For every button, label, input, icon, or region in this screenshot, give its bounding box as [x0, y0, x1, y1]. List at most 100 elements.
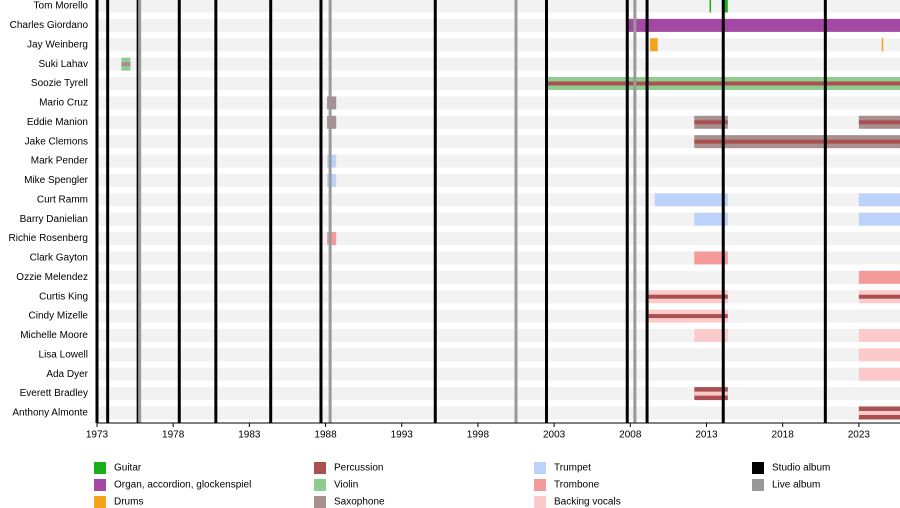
bars [121, 0, 900, 420]
legend-swatch [314, 496, 326, 508]
member-bar [709, 0, 712, 13]
row-band [97, 38, 900, 52]
x-tick-label: 1978 [162, 430, 185, 441]
row-band [97, 212, 900, 226]
legend-label: Violin [334, 480, 358, 491]
row-band [97, 406, 900, 420]
member-bar [694, 251, 728, 265]
legend-label: Trombone [554, 480, 600, 491]
member-name: Lisa Lowell [39, 349, 88, 360]
member-name: Eddie Manion [27, 117, 88, 128]
row-band [97, 290, 900, 304]
member-bar-stripe [858, 410, 900, 415]
member-bar [327, 232, 337, 246]
row-band [97, 309, 900, 323]
member-bar-stripe [694, 139, 900, 144]
member-bar-stripe [121, 62, 131, 67]
member-name: Charles Giordano [10, 20, 89, 31]
member-bar [723, 0, 728, 13]
member-name: Tom Morello [34, 1, 89, 12]
row-band [97, 193, 900, 207]
member-name: Richie Rosenberg [9, 233, 89, 244]
legend-swatch [94, 462, 106, 474]
legend-swatch [534, 496, 546, 508]
row-band [97, 232, 900, 246]
member-bar [858, 367, 900, 381]
member-bar-stripe [694, 391, 728, 396]
member-name: Everett Bradley [20, 388, 88, 399]
legend-label: Studio album [772, 463, 830, 474]
member-name: Mario Cruz [39, 98, 88, 109]
legend-swatch [752, 479, 764, 491]
member-name: Clark Gayton [30, 253, 88, 264]
member-bar [327, 115, 337, 129]
legend-label: Trumpet [554, 463, 591, 474]
member-bar [650, 38, 658, 52]
row-band [97, 387, 900, 401]
x-tick-label: 1988 [314, 430, 337, 441]
member-bar-stripe [858, 120, 900, 125]
member-name: Cindy Mizelle [29, 311, 89, 322]
member-bar [694, 328, 728, 342]
member-bar [694, 212, 728, 226]
x-tick-label: 2008 [619, 430, 642, 441]
x-tick-label: 1983 [238, 430, 261, 441]
legend-label: Live album [772, 480, 820, 491]
member-name: Curtis King [39, 291, 88, 302]
legend-swatch [94, 496, 106, 508]
legend-label: Guitar [114, 463, 142, 474]
member-name: Suki Lahav [39, 59, 88, 70]
member-bar [858, 270, 900, 284]
legend-label: Backing vocals [554, 497, 621, 508]
row-band [97, 115, 900, 129]
member-name: Mike Spengler [24, 175, 89, 186]
member-name: Jay Weinberg [27, 39, 88, 50]
row-band [97, 348, 900, 362]
member-name: Mark Pender [31, 156, 89, 167]
rows: Tom Morello Charles Giordano Jay Weinberg S… [9, 0, 900, 420]
member-name: Anthony Almonte [12, 408, 88, 419]
row-band [97, 367, 900, 381]
row-band [97, 173, 900, 187]
member-bar-stripe [648, 314, 728, 319]
x-tick-label: 2023 [848, 430, 871, 441]
member-bar [858, 212, 900, 226]
x-tick-label: 2003 [543, 430, 566, 441]
member-name: Ozzie Melendez [16, 272, 88, 283]
row-band [97, 0, 900, 13]
x-axis: 1973 1978 1983 1988 1993 1998 2003 2008 2013 2018… [86, 422, 900, 441]
member-bar [327, 154, 337, 168]
row-band [97, 270, 900, 284]
x-tick-label: 2018 [772, 430, 795, 441]
x-tick-label: 2013 [695, 430, 718, 441]
member-name: Barry Danielian [20, 214, 88, 225]
member-bar [858, 348, 900, 362]
member-bar [327, 96, 337, 110]
member-name: Soozie Tyrell [31, 78, 88, 89]
legend-label: Percussion [334, 463, 383, 474]
legend-label: Drums [114, 497, 143, 508]
member-bar [627, 18, 900, 32]
member-bar [881, 38, 884, 52]
member-bar [858, 193, 900, 207]
legend-swatch [534, 479, 546, 491]
album-lines [95, 0, 827, 423]
legend-swatch [534, 462, 546, 474]
member-bar [654, 193, 728, 207]
member-name: Michelle Moore [20, 330, 88, 341]
member-name: Curt Ramm [37, 194, 88, 205]
legend-label: Saxophone [334, 497, 385, 508]
row-band [97, 57, 900, 71]
legend-label: Organ, accordion, glockenspiel [114, 480, 251, 491]
legend-swatch [314, 479, 326, 491]
row-band [97, 96, 900, 110]
member-name: Ada Dyer [46, 369, 88, 380]
member-bar [858, 328, 900, 342]
member-bar [327, 173, 337, 187]
member-bar-stripe [694, 120, 728, 125]
legend-swatch [314, 462, 326, 474]
x-tick-label: 1993 [391, 430, 414, 441]
legend-swatch [752, 462, 764, 474]
x-tick-label: 1998 [467, 430, 490, 441]
